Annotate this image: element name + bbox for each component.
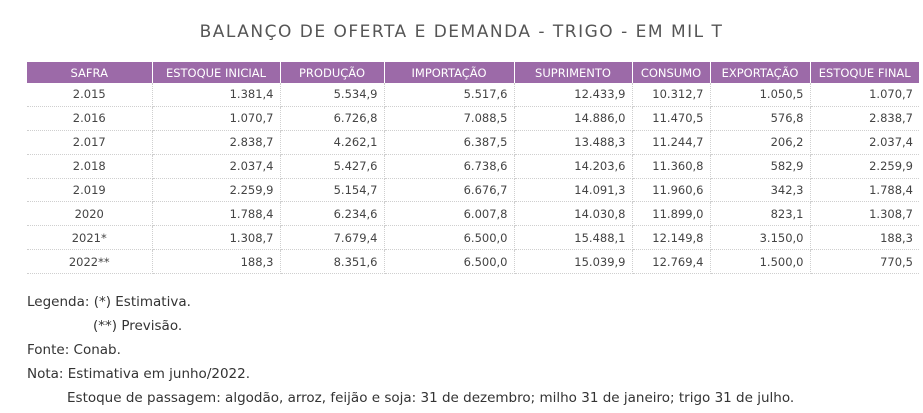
table-cell: 188,3	[810, 225, 919, 251]
table-cell: 15.039,9	[514, 249, 633, 275]
cell-safra: 2.015	[27, 83, 153, 107]
col-header-estoque-inicial: ESTOQUE INICIAL	[152, 62, 281, 83]
table-cell: 3.150,0	[710, 225, 811, 251]
table-row: 2022** 188,3 8.351,6 6.500,0 15.039,9 12.769,…	[27, 249, 919, 275]
table-cell: 11.244,7	[632, 130, 711, 155]
cell-safra: 2.016	[27, 106, 153, 131]
table-cell: 1.308,7	[152, 225, 281, 251]
table-cell: 7.679,4	[280, 225, 385, 251]
table-cell: 6.500,0	[384, 225, 515, 251]
table-cell: 576,8	[710, 106, 811, 131]
table-cell: 1.308,7	[810, 201, 919, 227]
table-row: 2021* 1.308,7 7.679,4 6.500,0 15.488,1 12.149…	[27, 225, 919, 251]
table-cell: 1.788,4	[152, 201, 281, 227]
header-row: SAFRA ESTOQUE INICIAL PRODUÇÃO IMPORTAÇÃ…	[27, 62, 919, 83]
table-cell: 770,5	[810, 249, 919, 275]
table-cell: 1.070,7	[152, 106, 281, 131]
table-cell: 5.517,6	[384, 83, 515, 107]
col-header-producao: PRODUÇÃO	[280, 62, 385, 83]
table-cell: 6.726,8	[280, 106, 385, 131]
table-cell: 6.676,7	[384, 178, 515, 203]
table-cell: 11.360,8	[632, 154, 711, 179]
table-row: 2.016 1.070,7 6.726,8 7.088,5 14.886,0 11.470…	[27, 106, 919, 131]
table-row: 2.019 2.259,9 5.154,7 6.676,7 14.091,3 11.960…	[27, 178, 919, 203]
col-header-importacao: IMPORTAÇÃO	[384, 62, 515, 83]
table-row: 2.018 2.037,4 5.427,6 6.738,6 14.203,6 11.360…	[27, 154, 919, 179]
table-cell: 14.091,3	[514, 178, 633, 203]
source-note: Fonte: Conab.	[27, 342, 121, 358]
stock-note: Estoque de passagem: algodão, arroz, fei…	[67, 390, 795, 406]
col-header-consumo: CONSUMO	[632, 62, 711, 83]
table-cell: 12.433,9	[514, 83, 633, 107]
legend-forecast: (**) Previsão.	[93, 318, 183, 334]
table-cell: 14.203,6	[514, 154, 633, 179]
estimate-note: Nota: Estimativa em junho/2022.	[27, 366, 251, 382]
table-cell: 6.738,6	[384, 154, 515, 179]
table-cell: 6.234,6	[280, 201, 385, 227]
table-cell: 582,9	[710, 154, 811, 179]
table-cell: 342,3	[710, 178, 811, 203]
table-cell: 6.500,0	[384, 249, 515, 275]
table-cell: 6.007,8	[384, 201, 515, 227]
table-cell: 2.838,7	[152, 130, 281, 155]
table-cell: 4.262,1	[280, 130, 385, 155]
table-title: BALANÇO DE OFERTA E DEMANDA - TRIGO - EM…	[199, 22, 724, 42]
cell-safra: 2.017	[27, 130, 153, 155]
table-cell: 11.960,6	[632, 178, 711, 203]
notes-section: Legenda: (*) Estimativa. (**) Previsão. …	[27, 290, 794, 410]
table-cell: 5.534,9	[280, 83, 385, 107]
table-cell: 11.470,5	[632, 106, 711, 131]
table-cell: 13.488,3	[514, 130, 633, 155]
table-cell: 188,3	[152, 249, 281, 275]
table-cell: 1.500,0	[710, 249, 811, 275]
cell-safra: 2.019	[27, 178, 153, 203]
table-cell: 12.149,8	[632, 225, 711, 251]
table-cell: 1.070,7	[810, 83, 919, 107]
table-cell: 2.037,4	[810, 130, 919, 155]
cell-safra: 2021*	[27, 225, 153, 251]
legend-estimate: Legenda: (*) Estimativa.	[27, 294, 191, 310]
col-header-suprimento: SUPRIMENTO	[514, 62, 633, 83]
table-cell: 12.769,4	[632, 249, 711, 275]
table-cell: 14.886,0	[514, 106, 633, 131]
cell-safra: 2.018	[27, 154, 153, 179]
table-cell: 7.088,5	[384, 106, 515, 131]
col-header-exportacao: EXPORTAÇÃO	[710, 62, 811, 83]
table-row: 2020 1.788,4 6.234,6 6.007,8 14.030,8 11.899,…	[27, 201, 919, 227]
table-row: 2.015 1.381,4 5.534,9 5.517,6 12.433,9 10.312…	[27, 83, 919, 107]
table-row: 2.017 2.838,7 4.262,1 6.387,5 13.488,3 11.244…	[27, 130, 919, 155]
table-cell: 2.037,4	[152, 154, 281, 179]
col-header-estoque-final: ESTOQUE FINAL	[810, 62, 919, 83]
table-cell: 206,2	[710, 130, 811, 155]
table-cell: 1.381,4	[152, 83, 281, 107]
supply-demand-table: SAFRA ESTOQUE INICIAL PRODUÇÃO IMPORTAÇÃ…	[27, 62, 919, 275]
table-cell: 6.387,5	[384, 130, 515, 155]
cell-safra: 2022**	[27, 249, 153, 275]
table-cell: 5.427,6	[280, 154, 385, 179]
table-cell: 11.899,0	[632, 201, 711, 227]
table-cell: 2.838,7	[810, 106, 919, 131]
col-header-safra: SAFRA	[27, 62, 153, 83]
table-cell: 5.154,7	[280, 178, 385, 203]
table-cell: 2.259,9	[810, 154, 919, 179]
table-cell: 15.488,1	[514, 225, 633, 251]
table-cell: 823,1	[710, 201, 811, 227]
table-cell: 14.030,8	[514, 201, 633, 227]
table-cell: 2.259,9	[152, 178, 281, 203]
table-cell: 1.050,5	[710, 83, 811, 107]
table-cell: 8.351,6	[280, 249, 385, 275]
table-cell: 1.788,4	[810, 178, 919, 203]
table-cell: 10.312,7	[632, 83, 711, 107]
cell-safra: 2020	[27, 201, 153, 227]
